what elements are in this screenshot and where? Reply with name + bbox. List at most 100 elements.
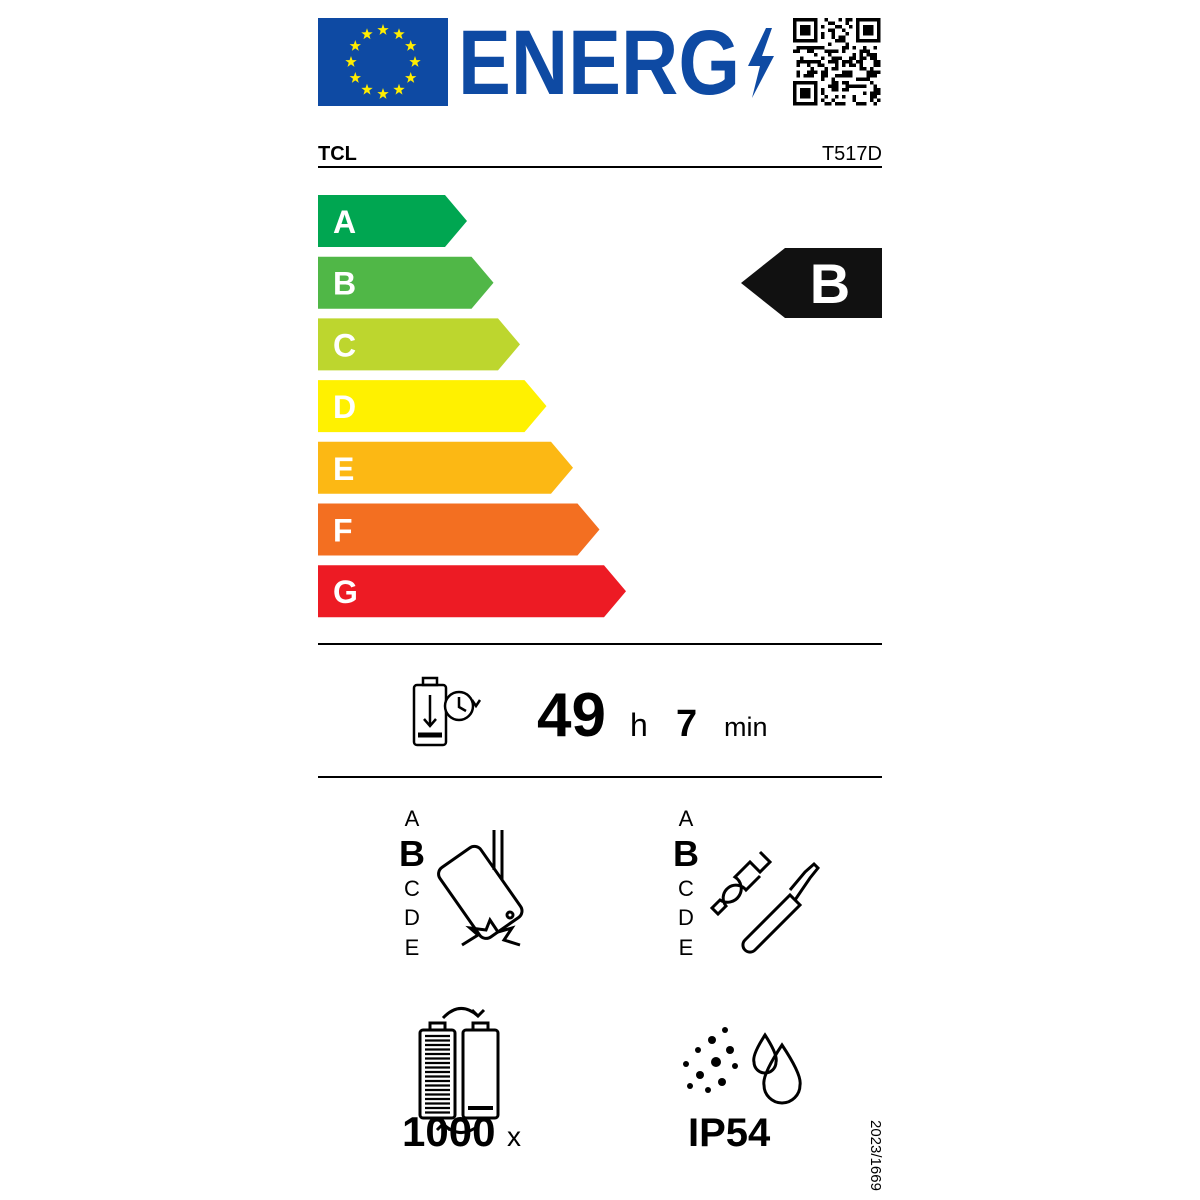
- qr-module: [828, 84, 832, 88]
- qr-module: [800, 56, 804, 60]
- qr-module: [831, 35, 835, 39]
- qr-module: [877, 63, 881, 67]
- scale-letter: B: [673, 833, 699, 874]
- qr-module: [856, 84, 860, 88]
- qr-module: [796, 63, 800, 67]
- qr-module: [817, 63, 821, 67]
- minutes: 7: [676, 703, 697, 745]
- qr-module: [852, 98, 856, 102]
- qr-finder: [800, 25, 811, 36]
- star: [377, 24, 389, 35]
- class-bar: [318, 503, 600, 556]
- class-bar: [318, 380, 547, 433]
- qr-module: [803, 46, 807, 50]
- rating-arrow: [741, 248, 882, 318]
- qr-module: [870, 70, 874, 74]
- scale-letter: A: [405, 806, 420, 831]
- star: [361, 28, 373, 40]
- qr-module: [807, 46, 811, 50]
- water-icon: [752, 1032, 802, 1105]
- qr-module: [807, 60, 811, 64]
- scale-letter: E: [679, 935, 694, 960]
- qr-module: [835, 88, 839, 92]
- qr-module: [842, 35, 846, 39]
- qr-module: [828, 53, 832, 57]
- qr-module: [807, 74, 811, 78]
- qr-module: [796, 74, 800, 78]
- cycles-icon: [418, 1007, 500, 1134]
- qr-module: [842, 81, 846, 85]
- qr-module: [873, 74, 877, 78]
- qr-module: [831, 81, 835, 85]
- qr-module: [863, 56, 867, 60]
- qr-module: [796, 60, 800, 64]
- drop-icon: [437, 830, 524, 947]
- qr-module: [821, 32, 825, 36]
- star: [409, 56, 421, 67]
- qr-module: [873, 46, 877, 50]
- class-letter: A: [333, 204, 356, 240]
- qr-module: [824, 67, 828, 71]
- qr-module: [842, 70, 846, 74]
- qr-module: [828, 102, 832, 106]
- qr-module: [859, 56, 863, 60]
- qr-module: [870, 67, 874, 71]
- qr-module: [835, 81, 839, 85]
- qr-module: [842, 46, 846, 50]
- qr-module: [831, 84, 835, 88]
- qr-module: [873, 63, 877, 67]
- qr-module: [863, 67, 867, 71]
- class-letter: D: [333, 389, 356, 425]
- model: T517D: [822, 143, 882, 165]
- qr-module: [859, 77, 863, 81]
- qr-module: [835, 25, 839, 29]
- qr-module: [835, 102, 839, 106]
- class-bar: [318, 195, 467, 247]
- qr-module: [863, 102, 867, 106]
- qr-module: [803, 74, 807, 78]
- qr-module: [821, 91, 825, 95]
- qr-module: [863, 77, 867, 81]
- qr-module: [838, 74, 842, 78]
- qr-module: [845, 81, 849, 85]
- qr-module: [845, 60, 849, 64]
- qr-code: [793, 18, 881, 106]
- dust-icon: [683, 1027, 738, 1093]
- qr-module: [873, 88, 877, 92]
- scale-letter: B: [399, 833, 425, 874]
- qr-module: [807, 49, 811, 53]
- class-bar: [318, 318, 520, 371]
- qr-module: [866, 49, 870, 53]
- qr-finder: [800, 88, 811, 99]
- qr-module: [845, 21, 849, 25]
- qr-module: [852, 46, 856, 50]
- qr-module: [835, 95, 839, 99]
- qr-module: [870, 95, 874, 99]
- qr-module: [814, 60, 818, 64]
- qr-module: [838, 18, 842, 22]
- qr-module: [859, 63, 863, 67]
- repair-icon: [709, 850, 821, 954]
- lightning-icon: [748, 28, 774, 98]
- cycle-unit: x: [507, 1121, 521, 1152]
- qr-module: [842, 60, 846, 64]
- qr-module: [849, 74, 853, 78]
- qr-module: [803, 60, 807, 64]
- qr-module: [842, 95, 846, 99]
- hours: 49: [537, 681, 606, 750]
- qr-module: [838, 102, 842, 106]
- qr-module: [845, 18, 849, 22]
- supplier: TCL: [318, 143, 357, 165]
- qr-module: [821, 98, 825, 102]
- qr-module: [838, 39, 842, 43]
- qr-module: [835, 56, 839, 60]
- qr-module: [863, 84, 867, 88]
- scale-letter: A: [679, 806, 694, 831]
- qr-module: [828, 60, 832, 64]
- qr-module: [866, 70, 870, 74]
- qr-finder: [856, 18, 881, 43]
- qr-module: [835, 63, 839, 67]
- qr-module: [849, 60, 853, 64]
